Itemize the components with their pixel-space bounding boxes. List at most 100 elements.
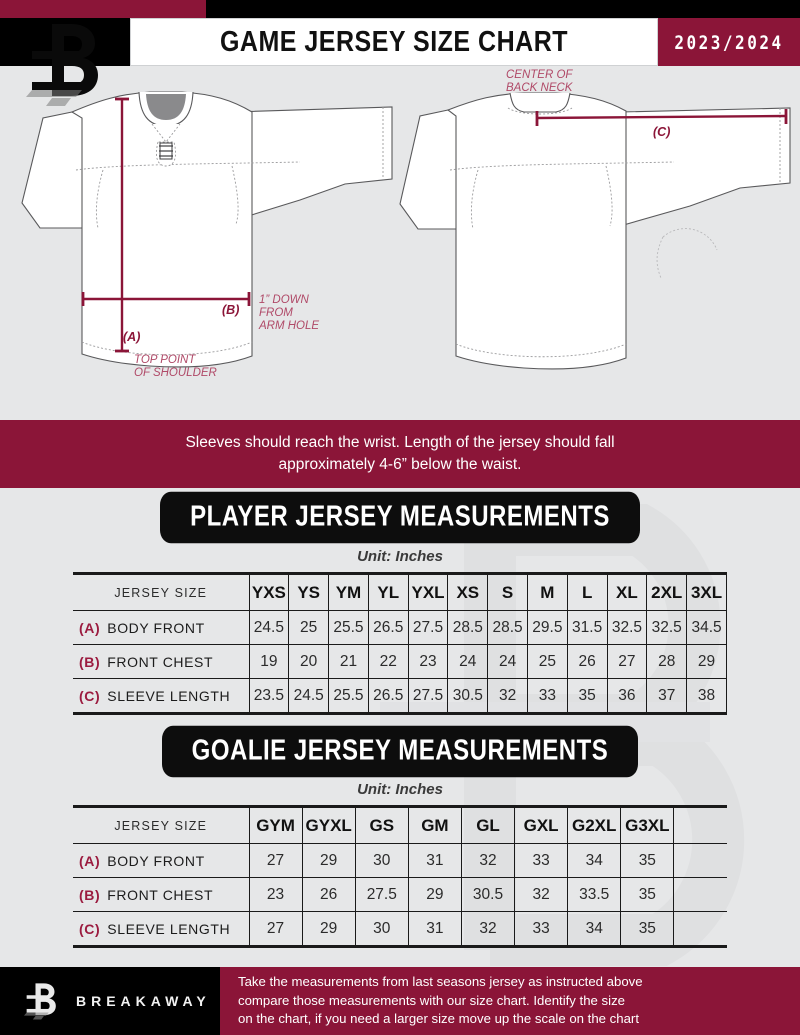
empty-cell [673, 877, 727, 912]
cell-1-8: 26 [566, 644, 608, 679]
cell-2-7: 35 [620, 911, 675, 946]
cell-1-7: 25 [526, 644, 568, 679]
footer-brand-name: BREAKAWAY [76, 993, 211, 1009]
cell-1-6: 33.5 [567, 877, 622, 912]
cell-1-2: 27.5 [354, 877, 409, 912]
svg-text:(B): (B) [222, 303, 239, 317]
size-header-XL: XL [606, 574, 648, 611]
jersey-diagram: (B) (A) TOP POINT OF SHOULDER 1” DOWN FR… [21, 69, 791, 379]
size-header-YS: YS [288, 574, 330, 611]
size-header-YXL: YXL [407, 574, 449, 611]
cell-2-6: 34 [567, 911, 622, 946]
header-title-box: GAME JERSEY SIZE CHART [130, 18, 658, 66]
cell-2-5: 30.5 [447, 678, 489, 713]
cell-0-5: 28.5 [447, 610, 489, 645]
footer-brand: BREAKAWAY [0, 967, 220, 1035]
size-header-G3XL: G3XL [620, 807, 675, 844]
size-header-YM: YM [328, 574, 369, 611]
table-header-row: JERSEY SIZE GYM GYXL GS GM GL GXL G2XL G3XL [73, 807, 727, 844]
cell-1-9: 27 [606, 644, 648, 679]
size-header-YL: YL [367, 574, 409, 611]
cell-0-7: 29.5 [526, 610, 568, 645]
cell-0-4: 32 [460, 843, 516, 878]
cell-0-4: 27.5 [407, 610, 449, 645]
cell-2-9: 36 [606, 678, 648, 713]
header-season-box: 2023/2024 [658, 18, 800, 66]
footer-line-1: Take the measurements from last seasons … [238, 973, 643, 989]
svg-text:BACK NECK: BACK NECK [506, 82, 574, 94]
cell-2-6: 32 [487, 678, 528, 713]
cell-2-11: 38 [686, 678, 727, 713]
cell-0-3: 26.5 [367, 610, 409, 645]
top-strip-black [206, 0, 800, 18]
row-label-2: (C) SLEEVE LENGTH [73, 911, 250, 946]
cell-1-3: 29 [407, 877, 462, 912]
breakaway-b-logo-icon [26, 24, 98, 106]
cell-1-5: 32 [514, 877, 569, 912]
size-header-GXL: GXL [514, 807, 569, 844]
cell-1-10: 28 [646, 644, 688, 679]
cell-2-2: 30 [354, 911, 409, 946]
cell-0-1: 29 [301, 843, 356, 878]
cell-0-6: 28.5 [487, 610, 528, 645]
table-header-row: JERSEY SIZE YXS YS YM YL YXL XS S M L XL 2XL 3XL [73, 574, 727, 611]
cell-2-5: 33 [514, 911, 569, 946]
footer-line-2: compare those measurements with our size… [238, 992, 626, 1008]
goalie-measurements-table: JERSEY SIZE GYM GYXL GS GM GL GXL G2XL G3XL (A) BO… [73, 805, 727, 948]
instruction-line-2: approximately 4-6” below the waist. [278, 456, 522, 473]
goalie-table-topline [73, 805, 727, 807]
cell-0-2: 25.5 [328, 610, 369, 645]
footer-instructions: Take the measurements from last seasons … [220, 967, 800, 1035]
size-header-M: M [526, 574, 568, 611]
page-title: GAME JERSEY SIZE CHART [219, 25, 569, 58]
row-label-0: (A) BODY FRONT [73, 610, 250, 645]
cell-1-4: 30.5 [460, 877, 516, 912]
table-row: (A) BODY FRONT 24.5 25 25.5 26.5 27.5 28.5 28.5 2… [73, 610, 727, 645]
cell-2-1: 24.5 [288, 678, 330, 713]
size-header-2XL: 2XL [646, 574, 688, 611]
svg-text:(C): (C) [653, 125, 670, 139]
size-header-S: S [487, 574, 528, 611]
cell-2-4: 32 [460, 911, 516, 946]
cell-1-5: 24 [447, 644, 489, 679]
player-table-botline [73, 713, 727, 715]
table-row: (B) FRONT CHEST 23 26 27.5 29 30.5 32 33.5 35 [73, 877, 727, 912]
cell-1-1: 20 [288, 644, 330, 679]
top-strip [0, 0, 800, 18]
svg-text:1” DOWN: 1” DOWN [259, 294, 310, 306]
size-header-GS: GS [354, 807, 409, 844]
goalie-section-pill: GOALIE JERSEY MEASUREMENTS [161, 725, 639, 778]
season-label: 2023/2024 [674, 31, 784, 53]
svg-text:FROM: FROM [259, 307, 293, 319]
cell-0-9: 32.5 [606, 610, 648, 645]
cell-0-10: 32.5 [646, 610, 688, 645]
table-row: (B) FRONT CHEST 19 20 21 22 23 24 24 25 26 27 28 29 [73, 644, 727, 679]
empty-header-cell [673, 807, 727, 844]
cell-0-0: 24.5 [248, 610, 290, 645]
svg-text:CENTER OF: CENTER OF [506, 69, 573, 81]
cell-2-7: 33 [526, 678, 568, 713]
size-header-GYM: GYM [248, 807, 303, 844]
goalie-table-botline [73, 946, 727, 948]
empty-cell [673, 843, 727, 878]
svg-text:TOP POINT: TOP POINT [134, 354, 196, 366]
cell-0-2: 30 [354, 843, 409, 878]
player-section-pill: PLAYER JERSEY MEASUREMENTS [160, 491, 640, 544]
cell-2-0: 23.5 [248, 678, 290, 713]
goalie-section-header: GOALIE JERSEY MEASUREMENTS [0, 725, 800, 778]
cell-1-11: 29 [686, 644, 727, 679]
jersey-back-illustration: (C) CENTER OF BACK NECK [399, 69, 791, 370]
cell-0-8: 31.5 [566, 610, 608, 645]
table-row: (C) SLEEVE LENGTH 27 29 30 31 32 33 34 35 [73, 911, 727, 946]
cell-1-4: 23 [407, 644, 449, 679]
instruction-line-1: Sleeves should reach the wrist. Length o… [185, 433, 615, 451]
row-label-1: (B) FRONT CHEST [73, 877, 250, 912]
cell-1-0: 19 [248, 644, 290, 679]
row-label-2: (C) SLEEVE LENGTH [73, 678, 250, 713]
cell-1-3: 22 [367, 644, 409, 679]
size-header-GM: GM [407, 807, 462, 844]
table-row: (C) SLEEVE LENGTH 23.5 24.5 25.5 26.5 27.5 30.5… [73, 678, 727, 713]
footer-line-3: on the chart, if you need a larger size … [238, 1011, 639, 1027]
svg-text:ARM HOLE: ARM HOLE [258, 320, 319, 332]
